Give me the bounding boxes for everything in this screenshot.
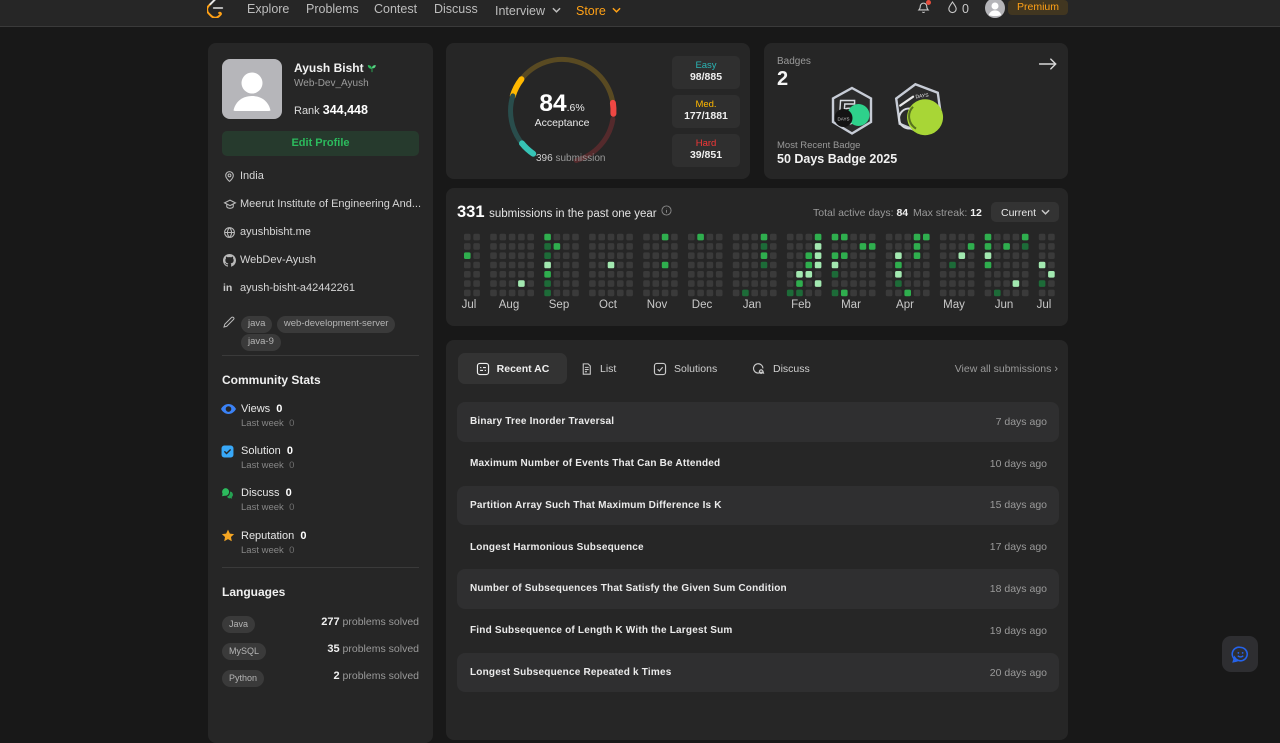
svg-text:DAYS: DAYS (838, 117, 850, 122)
svg-text:DAYS: DAYS (915, 92, 930, 100)
